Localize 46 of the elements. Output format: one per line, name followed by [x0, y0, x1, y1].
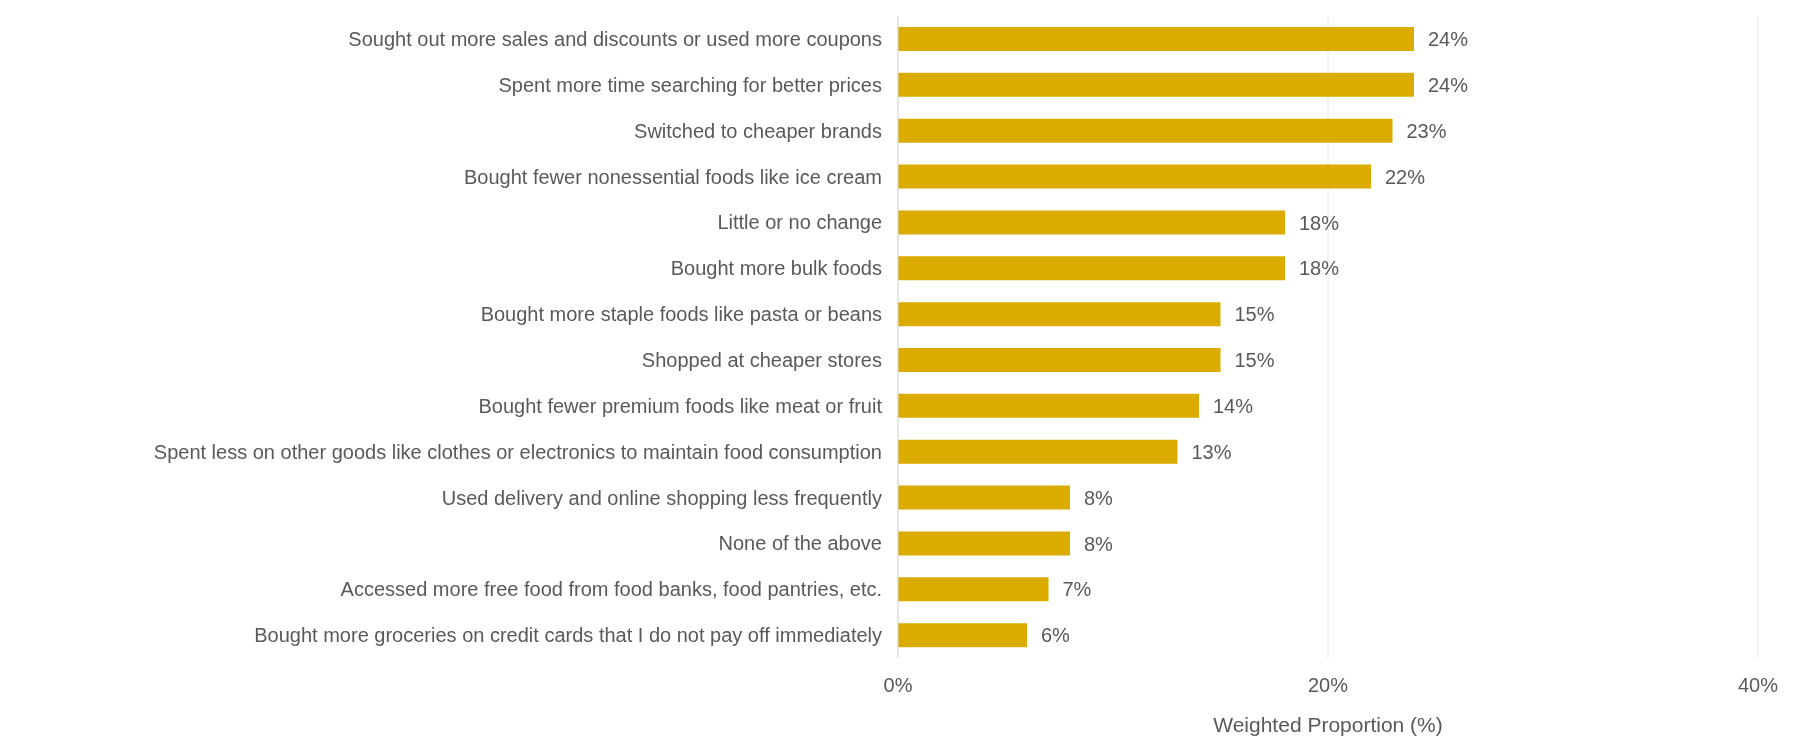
data-label: 15%	[1234, 349, 1275, 372]
y-tick-label: Little or no change	[717, 211, 882, 234]
bar	[898, 302, 1221, 327]
y-tick-label: Bought fewer premium foods like meat or fruit	[478, 394, 883, 417]
y-tick-label: Accessed more free food from food banks, food pantries, etc.	[340, 578, 882, 601]
data-label: 8%	[1084, 532, 1114, 555]
bar	[898, 439, 1178, 464]
y-tick-label: Sought out more sales and discounts or used more coupons	[348, 28, 882, 51]
x-tick-label: 20%	[1307, 674, 1349, 697]
y-tick-label: Spent less on other goods like clothes or electronics to maintain food consumption	[153, 440, 882, 463]
data-label: 6%	[1041, 624, 1071, 647]
bar	[898, 72, 1414, 97]
data-label: 7%	[1062, 578, 1092, 601]
bar	[898, 118, 1393, 143]
bar	[898, 256, 1285, 281]
bar	[898, 164, 1371, 189]
y-tick-label: Spent more time searching for better prices	[498, 73, 882, 96]
bar	[898, 577, 1049, 602]
data-label: 18%	[1299, 211, 1340, 234]
y-tick-label: Bought more bulk foods	[670, 257, 882, 280]
data-label: 23%	[1406, 119, 1447, 142]
y-tick-label: Bought more staple foods like pasta or beans	[480, 303, 882, 326]
bar	[898, 210, 1285, 235]
y-tick-label: Switched to cheaper brands	[634, 119, 882, 142]
y-tick-label: Shopped at cheaper stores	[641, 349, 882, 372]
x-axis-title: Weighted Proportion (%)	[1213, 713, 1443, 736]
bar	[898, 623, 1027, 648]
data-label: 13%	[1191, 440, 1232, 463]
x-tick-label: 0%	[883, 674, 913, 697]
data-label: 8%	[1084, 486, 1114, 509]
data-label: 18%	[1299, 257, 1340, 280]
bar	[898, 348, 1221, 372]
data-label: 22%	[1385, 165, 1426, 188]
y-tick-label: Used delivery and online shopping less frequently	[441, 486, 882, 509]
bar	[898, 531, 1070, 556]
data-label: 14%	[1213, 394, 1254, 417]
y-tick-label: Bought more groceries on credit cards that I do not pay off immediately	[254, 624, 882, 647]
data-label: 15%	[1234, 303, 1275, 326]
bar	[898, 485, 1070, 510]
x-tick-label: 40%	[1737, 674, 1779, 697]
y-tick-label: Bought fewer nonessential foods like ice cream	[463, 165, 882, 188]
bar	[898, 27, 1414, 51]
bar	[898, 393, 1199, 418]
data-label: 24%	[1428, 73, 1469, 96]
y-tick-label: None of the above	[718, 532, 882, 555]
data-label: 24%	[1428, 28, 1469, 51]
